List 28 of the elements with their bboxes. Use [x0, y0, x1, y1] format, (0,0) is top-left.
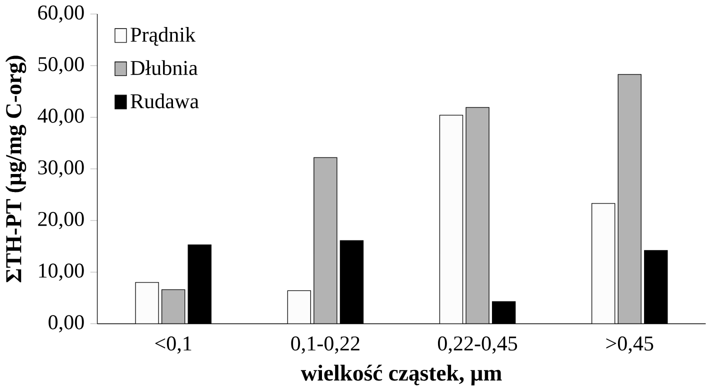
y-tick-label: 60,00 [38, 6, 84, 23]
x-tick-label: <0,1 [155, 336, 192, 354]
y-tick-label: 40,00 [38, 108, 84, 126]
bar [188, 244, 212, 324]
bar [466, 107, 490, 324]
x-tick-label: 0,1-0,22 [291, 336, 360, 354]
y-tick-label: 20,00 [38, 212, 84, 230]
bar [340, 240, 364, 324]
bar [314, 157, 338, 324]
x-tick-label: 0,22-0,45 [438, 336, 518, 354]
bar [161, 289, 186, 324]
x-axis-title: wielkość cząstek, µm [300, 364, 502, 386]
x-tick-label: >0,45 [606, 336, 654, 354]
legend-label: Rudawa [130, 94, 199, 108]
y-tick-label: 10,00 [39, 264, 84, 281]
y-axis-title: ΣTH-PT (µg/mg C-org) [5, 56, 26, 282]
bar [644, 250, 668, 324]
bar [135, 282, 159, 324]
y-tick-label: 30,00 [38, 160, 84, 178]
y-tick-label: 0,00 [48, 315, 84, 333]
bar [492, 301, 516, 324]
bar [591, 203, 616, 324]
bar [439, 115, 464, 324]
bar [618, 74, 642, 324]
legend-label: Prądnik [130, 27, 196, 46]
bar [287, 290, 311, 324]
y-tick-label: 50,00 [38, 57, 84, 74]
legend-label: Dłubnia [130, 60, 198, 76]
